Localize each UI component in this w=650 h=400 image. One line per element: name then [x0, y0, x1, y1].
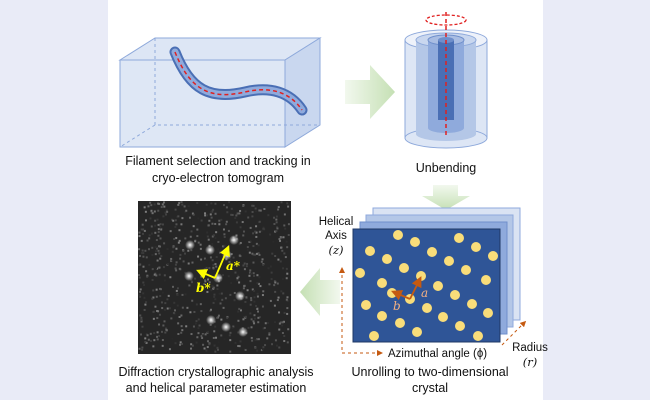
diffraction-spot — [238, 327, 248, 337]
reciprocal-vector-b-star — [196, 269, 216, 280]
lattice-spot — [455, 321, 465, 331]
lattice-spot — [399, 263, 409, 273]
rotation-arrow-icon — [425, 14, 467, 26]
lattice-spot — [450, 290, 460, 300]
label-a: a — [421, 286, 428, 300]
lattice-spot — [377, 311, 387, 321]
z-symbol: (z) — [328, 243, 343, 257]
lattice-spot — [481, 275, 491, 285]
axis-label: Axis — [325, 230, 347, 242]
unrolling-caption-line1: Unrolling to two-dimensional — [351, 365, 508, 379]
lattice-spot — [444, 256, 454, 266]
lattice-spot — [361, 300, 371, 310]
flow-arrow-right — [345, 65, 395, 119]
lattice-spots — [355, 230, 498, 341]
lattice-spot — [416, 271, 426, 281]
lattice-spot — [382, 254, 392, 264]
lattice-spot — [454, 233, 464, 243]
lattice-spot — [412, 327, 422, 337]
unbending-caption: Unbending — [416, 161, 477, 175]
lattice-spot — [395, 318, 405, 328]
lattice-spot — [387, 288, 397, 298]
diffraction-spot — [205, 245, 215, 255]
unrolling-caption-line2: crystal — [412, 381, 448, 395]
lattice-spot — [393, 230, 403, 240]
tomogram-box — [118, 37, 322, 148]
lattice-spot — [355, 268, 365, 278]
diffraction-spot — [235, 291, 245, 301]
diffraction-spot — [229, 235, 239, 245]
lattice-spot — [433, 281, 443, 291]
diffraction-spot — [206, 315, 216, 325]
lattice-spot — [377, 278, 387, 288]
filament-caption-line1: Filament selection and tracking in — [125, 154, 311, 168]
crystal-planes: a b — [352, 207, 521, 343]
lattice-spot — [461, 265, 471, 275]
helical-label: Helical — [319, 216, 354, 228]
diffraction-caption-line2: and helical parameter estimation — [126, 381, 307, 395]
flow-arrow-left — [300, 268, 340, 316]
r-symbol: (r) — [523, 355, 537, 369]
radius-label: Radius — [512, 342, 548, 354]
lattice-spot — [471, 242, 481, 252]
lattice-spot — [488, 251, 498, 261]
lattice-spot — [467, 299, 477, 309]
lattice-spot — [365, 246, 375, 256]
diffraction-spot — [184, 271, 194, 281]
lattice-vector-b — [391, 290, 411, 301]
diffraction-pattern: a* b* — [138, 201, 291, 354]
lattice-spot — [483, 308, 493, 318]
unbent-cylinder — [404, 12, 488, 149]
reciprocal-vector-a-star — [214, 245, 230, 279]
label-b: b — [393, 299, 401, 313]
lattice-spot — [427, 247, 437, 257]
filament-caption-line2: cryo-electron tomogram — [152, 171, 284, 185]
lattice-spot — [410, 237, 420, 247]
lattice-spot — [473, 331, 483, 341]
lattice-spot — [422, 303, 432, 313]
lattice-spot — [369, 331, 379, 341]
diffraction-spot — [221, 322, 231, 332]
label-a-star: a* — [226, 259, 241, 273]
diffraction-spot — [185, 240, 195, 250]
azimuthal-label: Azimuthal angle (ϕ) — [388, 348, 487, 360]
lattice-vector-a — [409, 276, 422, 300]
flow-arrow-down — [422, 185, 470, 210]
radius-arrow — [501, 320, 527, 346]
label-b-star: b* — [196, 281, 211, 295]
diffraction-caption-line1: Diffraction crystallographic analysis — [119, 365, 314, 379]
lattice-spot — [438, 312, 448, 322]
